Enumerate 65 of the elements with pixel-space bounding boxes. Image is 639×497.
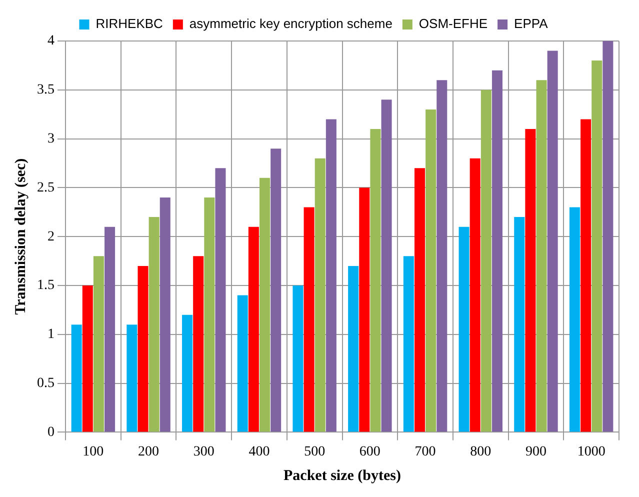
x-tick-label: 800 bbox=[470, 444, 492, 460]
bar bbox=[426, 109, 436, 432]
y-axis-title: Transmission delay (sec) bbox=[12, 158, 29, 315]
y-tick-label: 4 bbox=[48, 34, 54, 49]
x-tick-label: 600 bbox=[359, 444, 380, 460]
x-tick-label: 200 bbox=[138, 444, 160, 460]
y-tick-label: 0.5 bbox=[37, 376, 54, 391]
x-tick-label: 100 bbox=[82, 444, 104, 460]
x-tick-label: 900 bbox=[525, 444, 546, 460]
bar bbox=[71, 324, 82, 432]
y-tick-label: 2 bbox=[48, 229, 54, 244]
bar bbox=[458, 226, 470, 432]
x-tick-label: 1000 bbox=[577, 444, 606, 460]
bar bbox=[359, 188, 370, 432]
bar bbox=[403, 256, 414, 432]
bar bbox=[304, 207, 314, 432]
x-axis-title: Packet size (bytes) bbox=[284, 468, 401, 484]
bar bbox=[547, 50, 558, 432]
bar bbox=[314, 158, 326, 432]
bar bbox=[138, 266, 148, 432]
bar bbox=[514, 217, 525, 432]
y-tick-label: 2.5 bbox=[37, 180, 54, 196]
legend-label: EPPA bbox=[514, 16, 548, 32]
bar bbox=[292, 286, 304, 432]
bar bbox=[348, 266, 359, 432]
bar bbox=[237, 295, 248, 432]
bar bbox=[436, 80, 448, 432]
legend-label: asymmetric key encryption scheme bbox=[189, 16, 392, 32]
legend-label: RIRHEKBC bbox=[96, 16, 163, 32]
x-tick-label: 300 bbox=[193, 444, 214, 460]
bar bbox=[104, 226, 116, 432]
x-tick-label: 700 bbox=[414, 444, 436, 460]
bar bbox=[370, 129, 381, 432]
bar bbox=[215, 168, 226, 432]
bar bbox=[248, 226, 259, 432]
bar bbox=[182, 314, 193, 432]
x-tick-label: 400 bbox=[248, 444, 270, 460]
bar bbox=[592, 60, 602, 432]
bar bbox=[82, 286, 93, 432]
bar bbox=[260, 178, 270, 432]
bar bbox=[569, 207, 580, 432]
bar bbox=[580, 119, 592, 432]
bar bbox=[381, 100, 392, 432]
y-tick-label: 3.5 bbox=[37, 82, 54, 98]
bar bbox=[160, 197, 170, 432]
bar bbox=[148, 217, 160, 432]
bar bbox=[602, 41, 614, 432]
bar bbox=[270, 148, 282, 432]
bar bbox=[470, 158, 480, 432]
y-tick-label: 1.5 bbox=[37, 278, 54, 294]
bar bbox=[525, 129, 536, 432]
y-tick-label: 3 bbox=[48, 131, 54, 146]
bar bbox=[536, 80, 547, 432]
bar bbox=[204, 197, 215, 432]
legend-label: OSM-EFHE bbox=[418, 16, 488, 32]
bar bbox=[126, 324, 138, 432]
bar bbox=[93, 256, 104, 432]
x-tick-label: 500 bbox=[304, 444, 326, 460]
y-tick-label: 0 bbox=[48, 424, 54, 440]
bar bbox=[326, 119, 336, 432]
bar bbox=[480, 90, 492, 432]
bar bbox=[193, 256, 204, 432]
y-tick-label: 1 bbox=[48, 327, 54, 342]
bar bbox=[414, 168, 425, 432]
bar bbox=[492, 70, 502, 432]
